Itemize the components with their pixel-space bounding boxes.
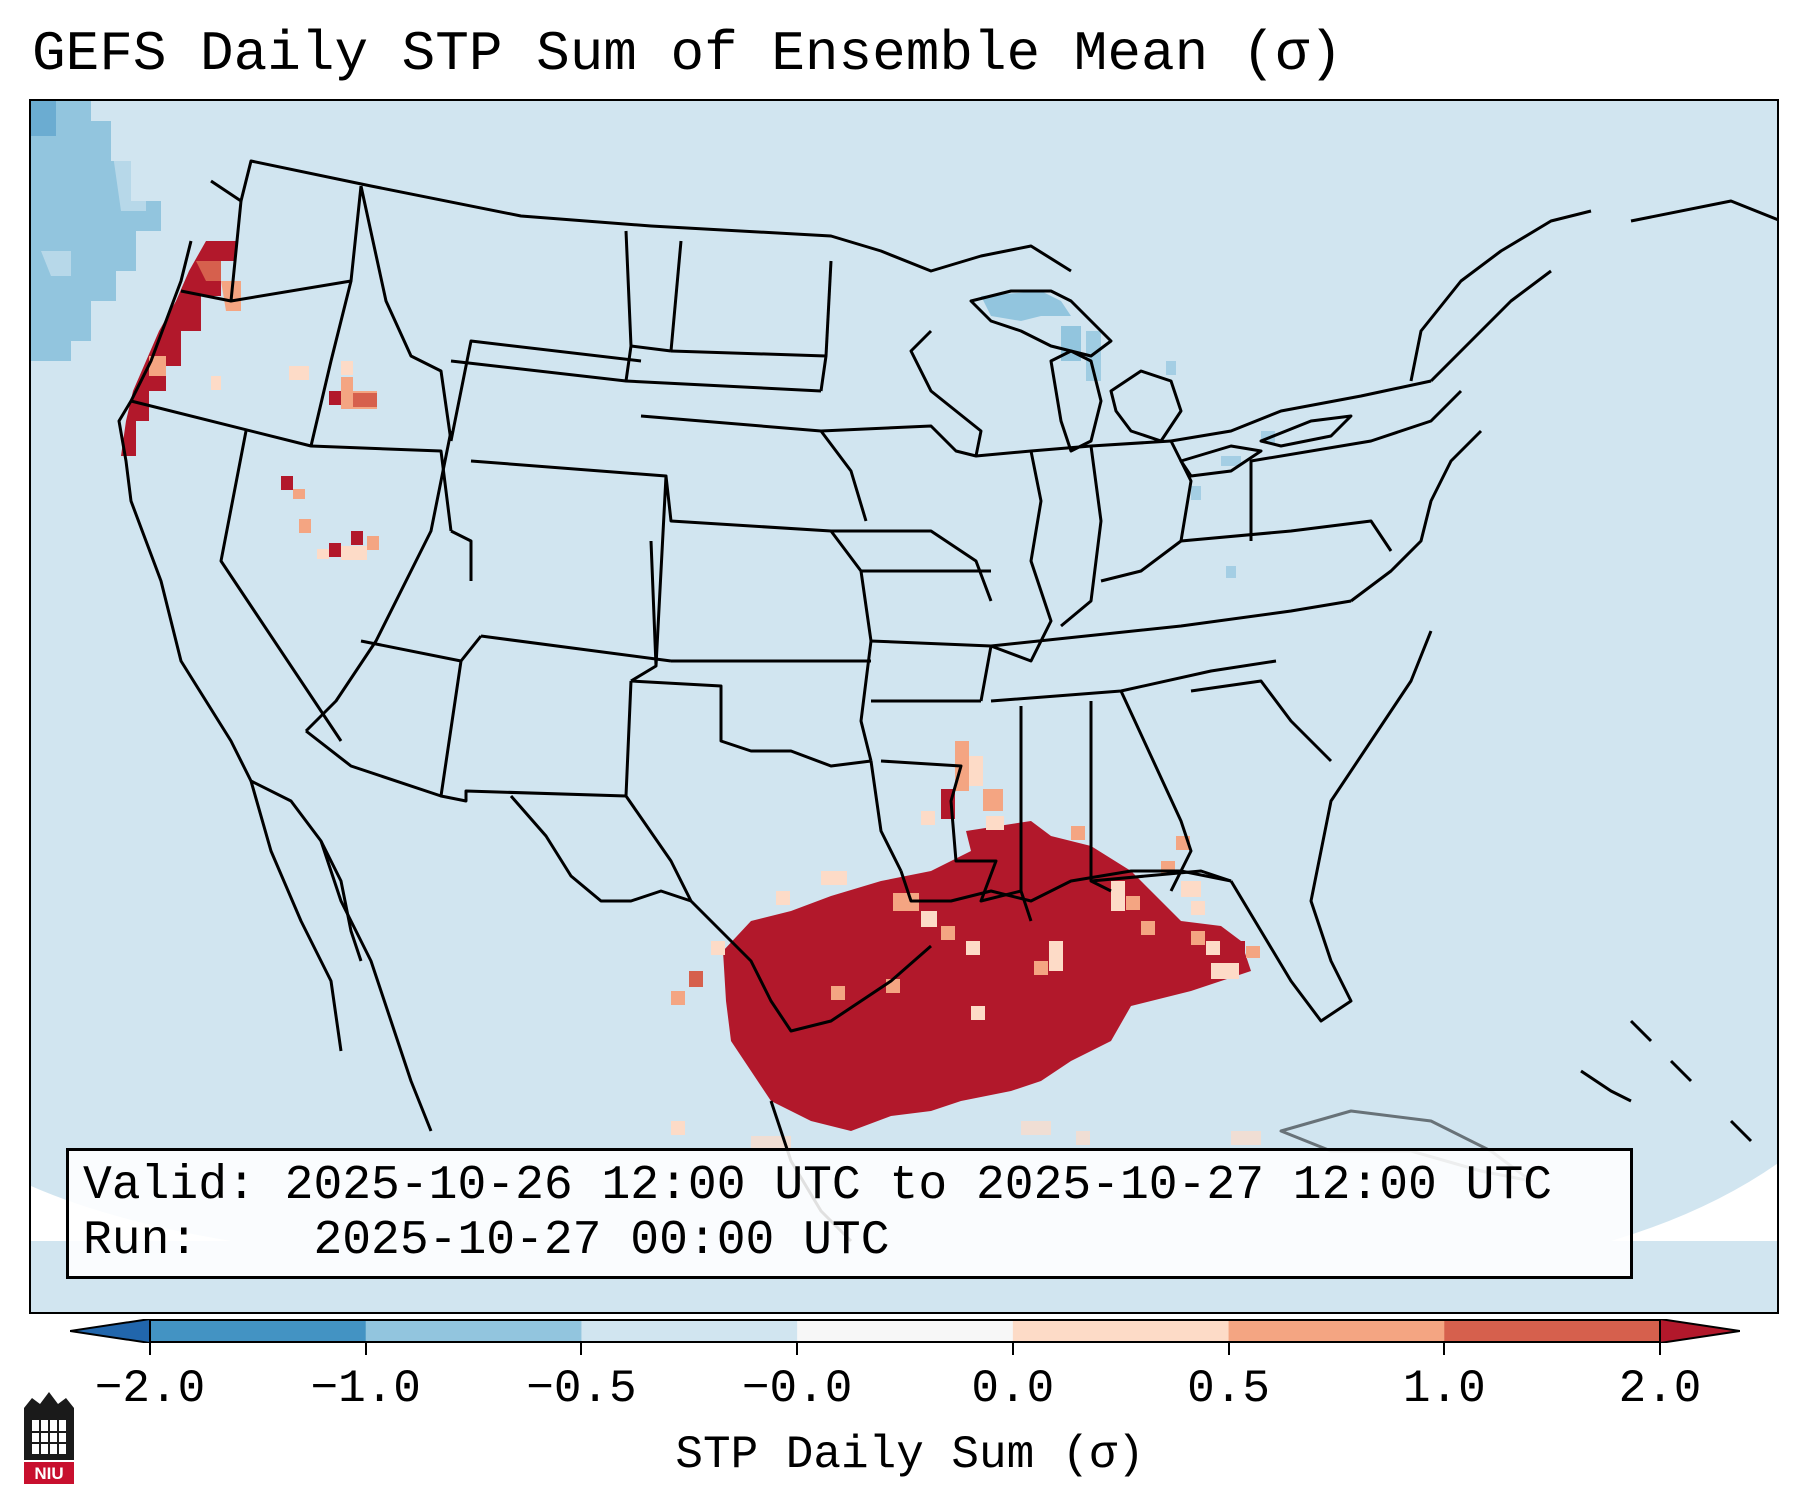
- colorbar-bin: [365, 1320, 582, 1342]
- map-panel[interactable]: [29, 99, 1779, 1314]
- colorbar: [70, 1319, 1740, 1343]
- colorbar-tick-mark: [1443, 1343, 1446, 1355]
- colorbar-tick-label: −1.0: [310, 1363, 421, 1415]
- colorbar-under-extend: [70, 1319, 151, 1343]
- colorbar-outline: [149, 1319, 1661, 1343]
- valid-value: 2025-10-26 12:00 UTC to 2025-10-27 12:00…: [284, 1159, 1553, 1213]
- valid-label: Valid:: [83, 1159, 256, 1213]
- anomaly-pacific-offshore: [31, 101, 166, 361]
- map-svg: [31, 101, 1777, 1312]
- run-value: 2025-10-27 00:00 UTC: [313, 1214, 890, 1268]
- anomaly-great-lakes: [981, 291, 1275, 578]
- colorbar-tick-mark: [1659, 1343, 1661, 1355]
- colorbar-tick-label: −0.0: [741, 1363, 853, 1415]
- colorbar-tick-mark: [1011, 1343, 1014, 1355]
- colorbar-tick-label: −2.0: [94, 1363, 206, 1415]
- colorbar-tick-label: 0.0: [971, 1363, 1055, 1415]
- colorbar-tick-label: 2.0: [1618, 1363, 1702, 1415]
- colorbar-bin: [1228, 1320, 1445, 1342]
- logo-text: NIU: [34, 1464, 63, 1483]
- projection-edge-right: [1611, 1163, 1777, 1241]
- colorbar-tick-mark: [364, 1343, 367, 1355]
- colorbar-label: STP Daily Sum (σ): [675, 1429, 1145, 1481]
- colorbar-tick-mark: [580, 1343, 583, 1355]
- map-background: [31, 101, 1777, 1312]
- colorbar-over-extend: [1659, 1319, 1740, 1343]
- run-row: Run: 2025-10-27 00:00 UTC: [83, 1214, 1616, 1269]
- colorbar-bin: [150, 1320, 367, 1342]
- colorbar-bin: [1012, 1320, 1230, 1342]
- colorbar-bins: [150, 1320, 1661, 1342]
- colorbar-tick-mark: [1227, 1343, 1230, 1355]
- colorbar-tick-label: 1.0: [1402, 1363, 1486, 1415]
- valid-row: Valid: 2025-10-26 12:00 UTC to 2025-10-2…: [83, 1159, 1616, 1214]
- valid-run-info-box: Valid: 2025-10-26 12:00 UTC to 2025-10-2…: [66, 1148, 1633, 1279]
- chart-title: GEFS Daily STP Sum of Ensemble Mean (σ): [32, 22, 1343, 86]
- colorbar-tick-mark: [149, 1343, 151, 1355]
- colorbar-bin: [797, 1320, 1014, 1342]
- colorbar-bin: [1444, 1320, 1661, 1342]
- colorbar-tick-label: −0.5: [526, 1363, 637, 1415]
- colorbar-tick-mark: [796, 1343, 799, 1355]
- university-logo-icon: NIU: [24, 1392, 74, 1484]
- state-boundaries: [117, 159, 1777, 1243]
- run-label: Run:: [83, 1214, 199, 1268]
- colorbar-tick-label: 0.5: [1187, 1363, 1270, 1415]
- colorbar-bin: [581, 1320, 798, 1342]
